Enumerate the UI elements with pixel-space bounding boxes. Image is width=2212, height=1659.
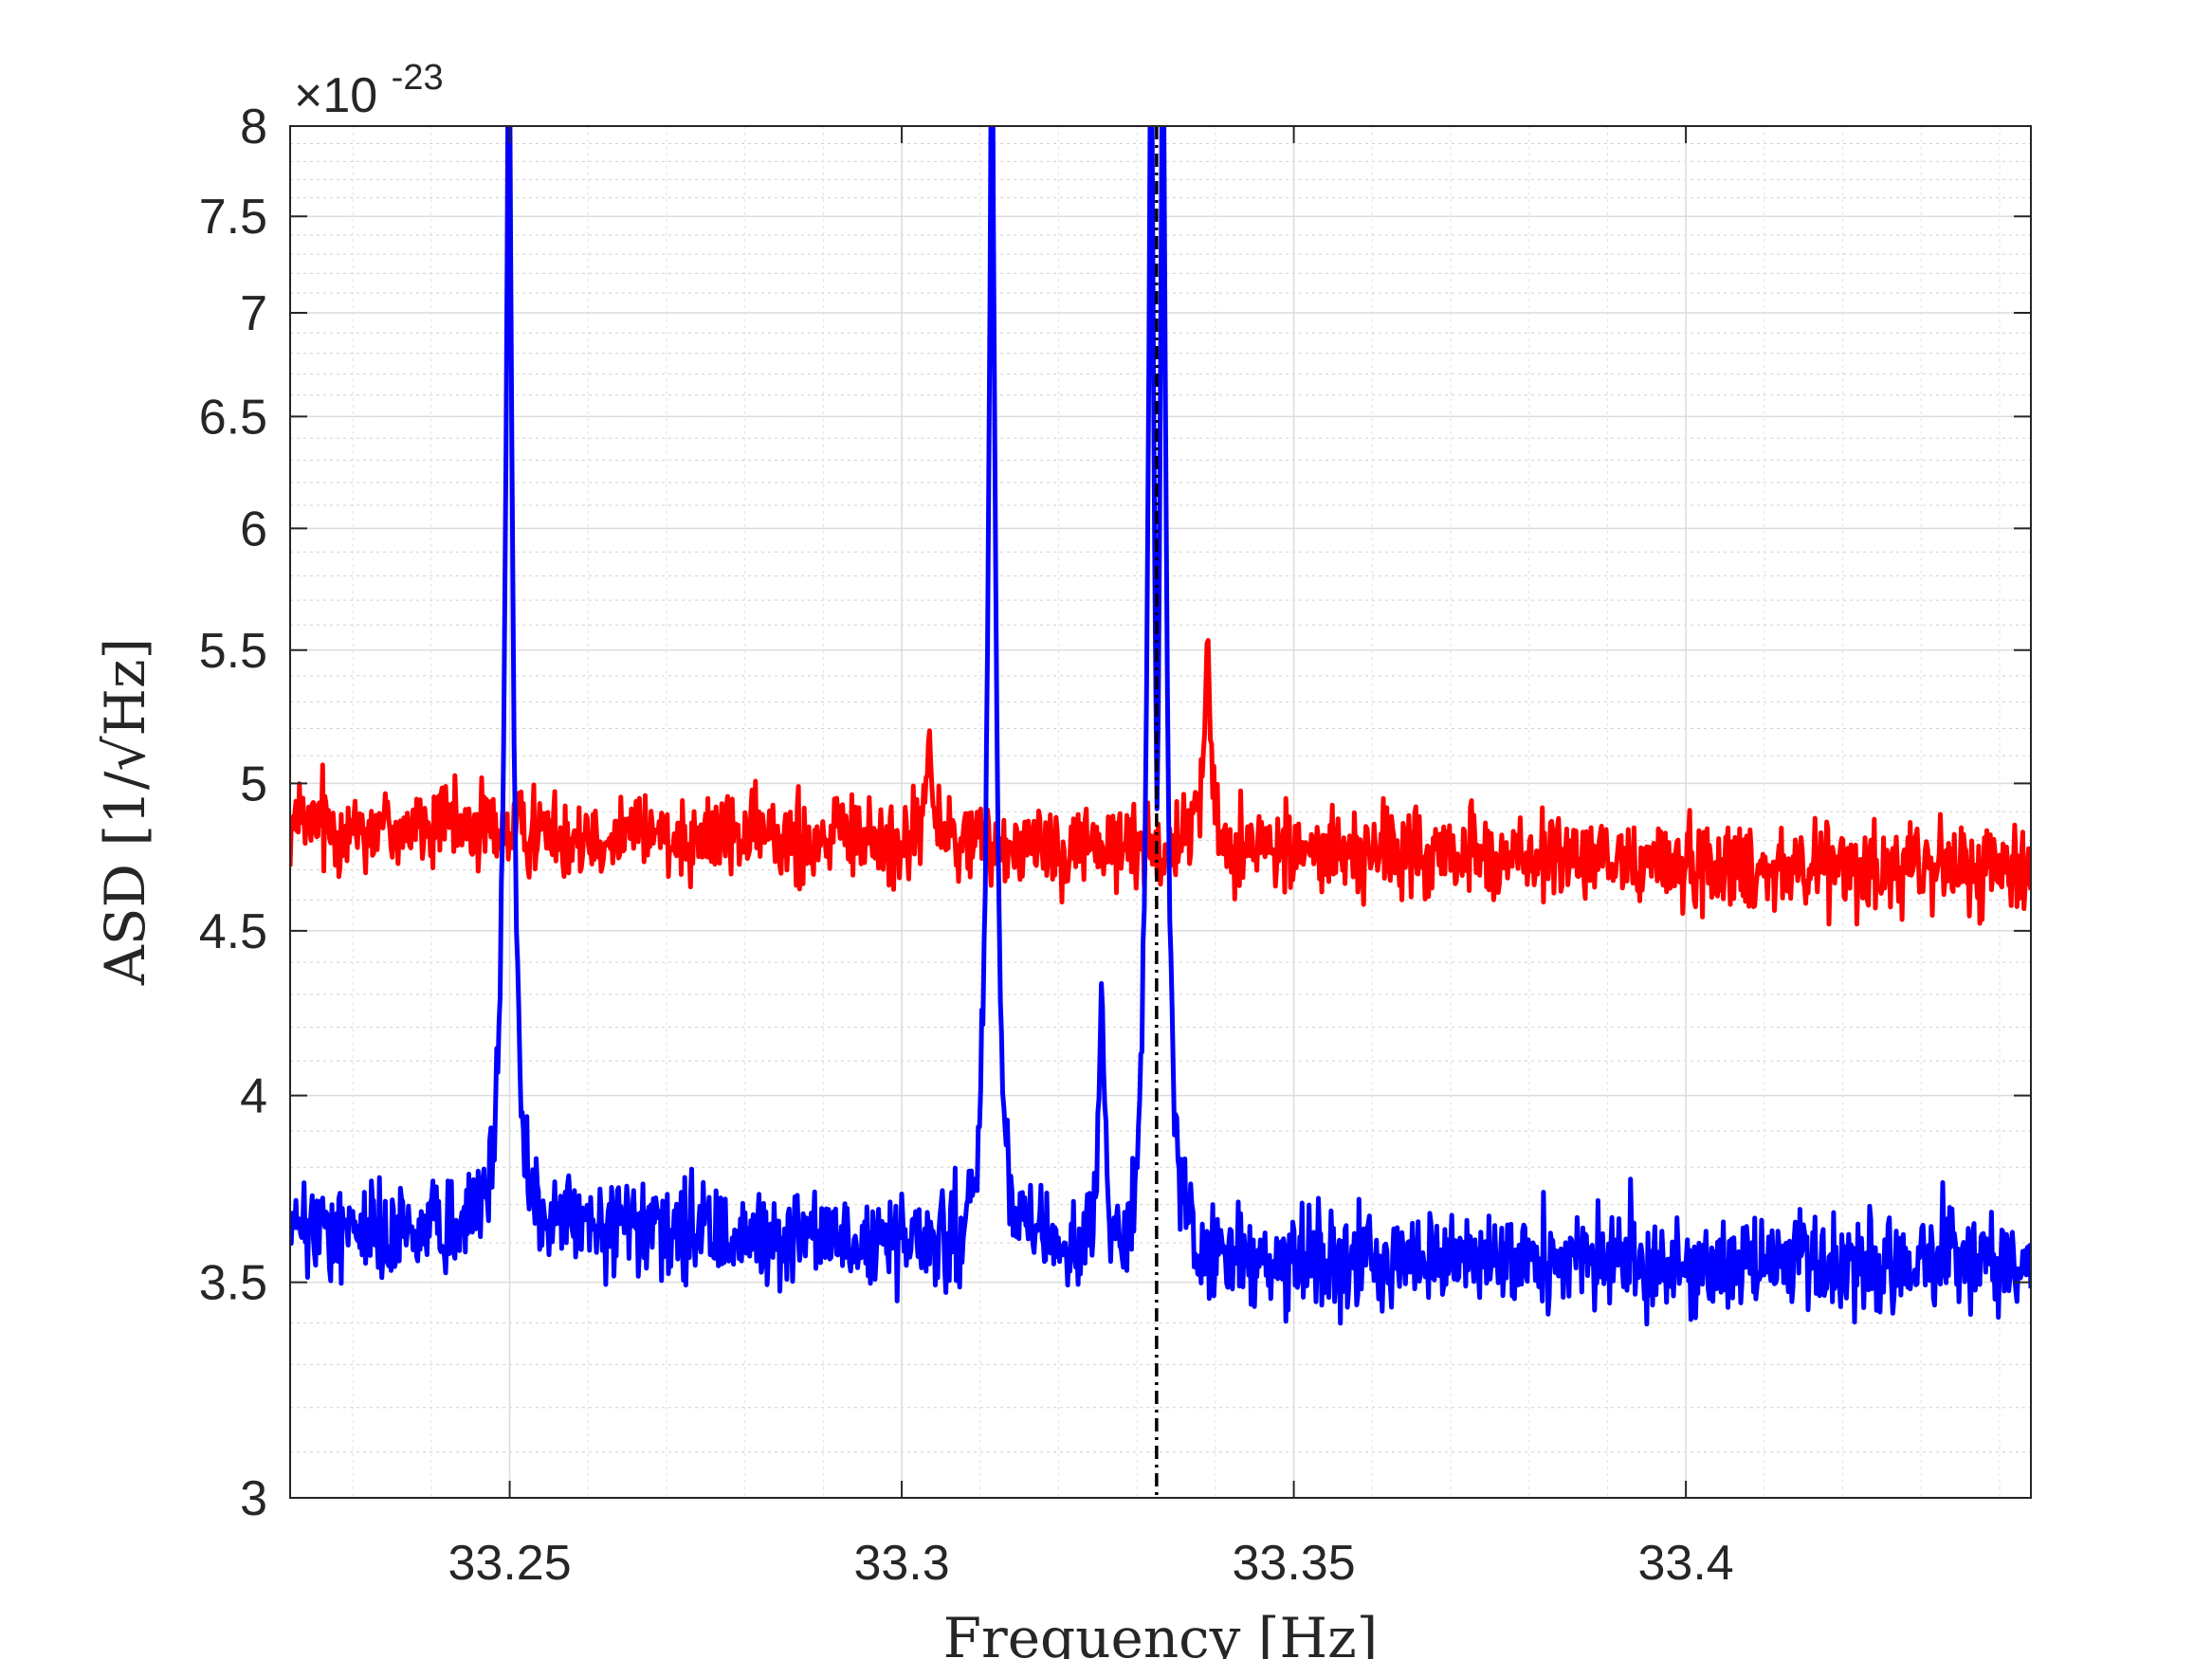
y-tick-label: 3 <box>240 1471 267 1526</box>
x-tick-label: 33.35 <box>1233 1536 1356 1591</box>
y-axis-title: ASD [1/√Hz] <box>93 638 157 986</box>
y-tick-label: 5 <box>240 757 267 811</box>
y-tick-label: 7.5 <box>199 190 267 245</box>
tick-marks <box>290 125 2031 1499</box>
x-tick-label: 33.4 <box>1637 1536 1733 1591</box>
x-tick-label: 33.3 <box>853 1536 949 1591</box>
y-exponent-label: ×10 -23 <box>294 58 444 123</box>
x-tick-labels: 33.25 33.3 33.35 33.4 <box>448 1536 1733 1591</box>
y-tick-label: 3.5 <box>199 1256 267 1311</box>
y-tick-labels: 3 3.5 4 4.5 5 5.5 6 6.5 7 7.5 8 <box>199 100 267 1526</box>
y-tick-label: 6.5 <box>199 390 267 445</box>
y-tick-label: 6 <box>240 501 267 556</box>
y-tick-label: 5.5 <box>199 624 267 679</box>
y-exponent-power: -23 <box>392 58 444 98</box>
y-tick-label: 4.5 <box>199 904 267 959</box>
y-tick-label: 4 <box>240 1069 267 1124</box>
x-tick-label: 33.25 <box>448 1536 571 1591</box>
y-exponent-base: ×10 <box>294 68 377 123</box>
series-line-1 <box>290 638 2031 927</box>
y-tick-label: 8 <box>240 100 267 155</box>
plot-frame <box>289 125 2032 1499</box>
x-axis-title: Frequency [Hz] <box>943 1606 1379 1659</box>
series-layer <box>290 126 2031 1327</box>
y-tick-label: 7 <box>240 286 267 341</box>
series-line-2 <box>290 126 2031 1327</box>
